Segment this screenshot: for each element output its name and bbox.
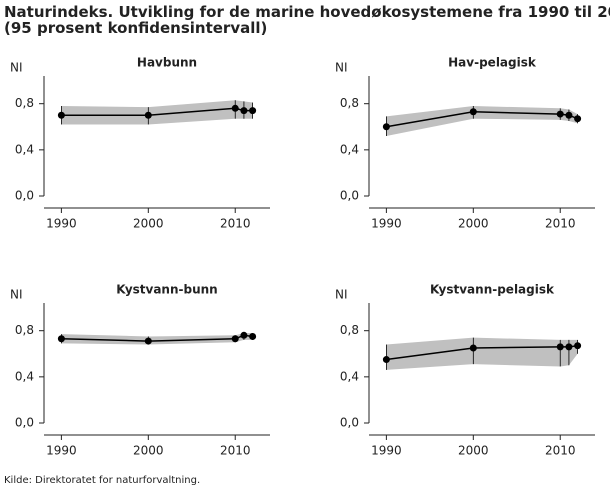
y-tick-label: 0,8 (340, 323, 359, 337)
y-axis-label: NI (335, 61, 348, 75)
x-tick-label: 2010 (545, 217, 576, 231)
y-tick-label: 0,4 (15, 142, 34, 156)
point (231, 104, 239, 112)
point (57, 335, 65, 343)
point (382, 356, 390, 364)
point (574, 342, 582, 350)
x-tick-label: 2000 (133, 217, 164, 231)
point (565, 111, 573, 119)
x-tick-label: 2000 (458, 217, 489, 231)
x-tick-label: 2000 (458, 444, 489, 458)
confidence-band (386, 106, 578, 136)
point (469, 344, 477, 352)
y-axis-label: NI (10, 61, 23, 75)
y-tick-label: 0,0 (340, 416, 359, 430)
point (240, 331, 248, 339)
point (556, 110, 564, 118)
panel-title: Kystvann-bunn (116, 283, 217, 297)
x-tick-label: 1990 (371, 217, 402, 231)
confidence-band (61, 333, 253, 345)
point (249, 107, 257, 115)
point (231, 335, 239, 343)
point (57, 111, 65, 119)
x-tick-label: 2010 (220, 444, 251, 458)
chart-title: Naturindeks. Utvikling for de marine hov… (4, 3, 610, 37)
point (144, 337, 152, 345)
panel-title: Havbunn (137, 56, 197, 70)
confidence-band (386, 337, 578, 370)
y-tick-label: 0,4 (340, 142, 359, 156)
point (469, 108, 477, 116)
chart-title-line: Naturindeks. Utvikling for de marine hov… (4, 3, 610, 21)
y-axis-label: NI (10, 288, 23, 302)
point (382, 123, 390, 131)
y-tick-label: 0,4 (340, 369, 359, 383)
chart-title-line: (95 prosent konfidensintervall) (4, 19, 267, 37)
x-tick-label: 2010 (545, 444, 576, 458)
point (565, 343, 573, 351)
y-tick-label: 0,8 (340, 96, 359, 110)
point (556, 343, 564, 351)
source: Kilde: Direktoratet for naturforvaltning… (4, 475, 200, 486)
y-tick-label: 0,4 (15, 369, 34, 383)
point (249, 332, 257, 340)
point (144, 111, 152, 119)
panel-title: Kystvann-pelagisk (430, 283, 555, 297)
x-tick-label: 1990 (371, 444, 402, 458)
x-tick-label: 1990 (46, 444, 77, 458)
y-tick-label: 0,8 (15, 96, 34, 110)
point (240, 107, 248, 115)
y-axis-label: NI (335, 288, 348, 302)
confidence-band (61, 100, 253, 125)
y-tick-label: 0,0 (15, 189, 34, 203)
y-tick-label: 0,0 (15, 416, 34, 430)
panel-title: Hav-pelagisk (448, 56, 537, 70)
x-tick-label: 2010 (220, 217, 251, 231)
y-tick-label: 0,0 (340, 189, 359, 203)
x-tick-label: 1990 (46, 217, 77, 231)
x-tick-label: 2000 (133, 444, 164, 458)
y-tick-label: 0,8 (15, 323, 34, 337)
point (574, 115, 582, 123)
